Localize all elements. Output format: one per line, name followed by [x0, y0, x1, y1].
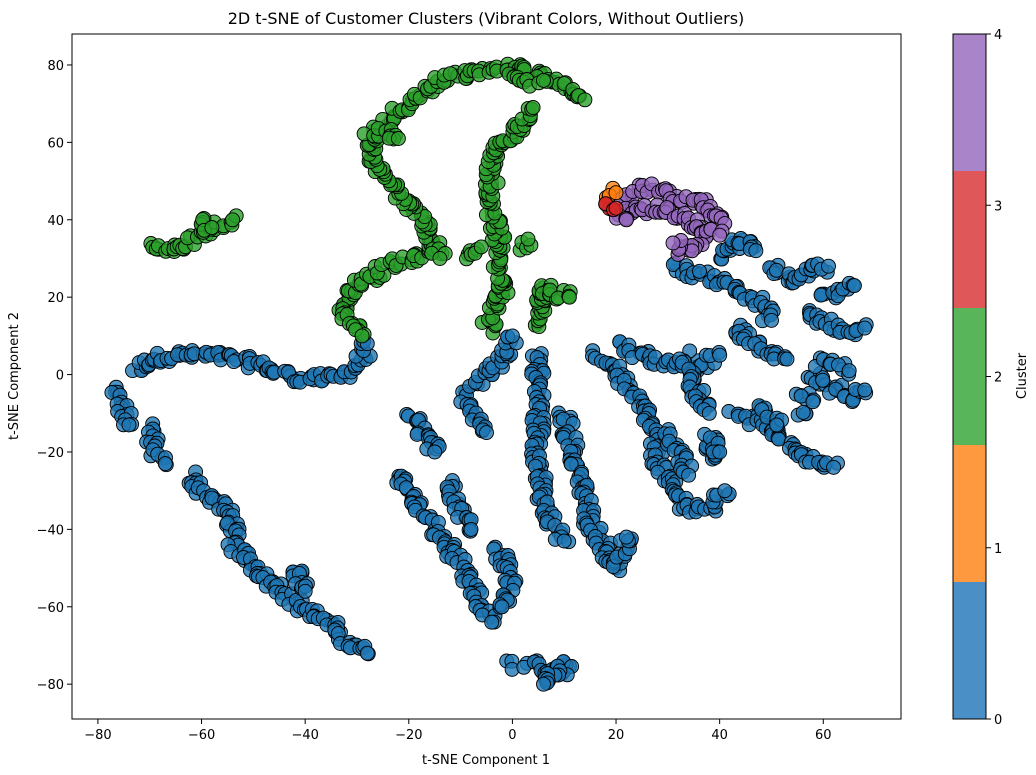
- axes-border: [71, 33, 902, 720]
- colorbar-tick-label: 3: [994, 199, 1002, 214]
- cluster-4-points: [604, 176, 733, 262]
- scatter-point: [121, 417, 137, 433]
- y-tick-label: −40: [37, 523, 64, 538]
- scatter-point: [427, 444, 443, 460]
- scatter-point: [659, 200, 675, 216]
- y-tick-label: −80: [37, 678, 64, 693]
- colorbar-segment: [953, 308, 986, 445]
- scatter-point: [618, 212, 634, 228]
- scatter-point: [857, 320, 873, 336]
- scatter-point: [701, 405, 717, 421]
- chart-title: 2D t-SNE of Customer Clusters (Vibrant C…: [228, 9, 745, 28]
- scatter-point: [563, 456, 579, 472]
- y-axis: −80 −60 −40 −20 0 20 40 60 80: [37, 59, 72, 693]
- y-tick-label: 20: [47, 291, 64, 306]
- scatter-point: [525, 100, 541, 115]
- scatter-point: [717, 483, 733, 499]
- y-tick-label: −60: [37, 601, 64, 616]
- scatter-point: [748, 243, 764, 259]
- x-tick-label: −40: [291, 728, 318, 743]
- scatter-point: [354, 328, 370, 344]
- scatter-point: [681, 467, 697, 483]
- scatter-point: [608, 200, 624, 216]
- scatter-point: [504, 328, 520, 344]
- scatter-point: [484, 614, 500, 630]
- scatter-point: [297, 583, 313, 599]
- scatter-point: [779, 351, 795, 367]
- scatter-point: [769, 262, 784, 278]
- y-axis-label: t-SNE Component 2: [7, 312, 22, 440]
- x-tick-label: −80: [84, 728, 111, 743]
- x-tick-label: 0: [508, 728, 516, 743]
- scatter-points: [104, 56, 874, 692]
- x-tick-label: 20: [608, 728, 625, 743]
- scatter-point: [815, 372, 831, 388]
- scatter-point: [618, 529, 634, 545]
- scatter-point: [805, 394, 821, 410]
- plot-area: −80 −60 −40 −20 0 20 40 60 −80 −60 −40 −20 0 20 40 60 8…: [37, 33, 902, 743]
- scatter-point: [764, 312, 779, 328]
- scatter-point: [712, 444, 728, 460]
- scatter-point: [463, 521, 479, 537]
- scatter-point: [826, 459, 842, 475]
- scatter-point: [432, 251, 448, 266]
- y-tick-label: 40: [47, 214, 64, 229]
- scatter-point: [556, 533, 572, 549]
- y-tick-label: 80: [47, 59, 64, 74]
- x-axis: −80 −60 −40 −20 0 20 40 60: [84, 719, 832, 743]
- colorbar-tick-label: 0: [994, 713, 1002, 728]
- y-tick-label: 0: [56, 369, 64, 384]
- colorbar-tick-label: 2: [994, 371, 1002, 386]
- scatter-point: [846, 278, 862, 294]
- scatter-point: [473, 239, 489, 255]
- scatter-point: [857, 382, 873, 398]
- scatter-point: [479, 425, 494, 441]
- x-tick-label: 60: [815, 728, 832, 743]
- x-axis-label: t-SNE Component 1: [422, 753, 550, 768]
- scatter-point: [665, 235, 681, 251]
- scatter-point: [712, 347, 728, 363]
- scatter-point: [608, 185, 624, 201]
- scatter-point: [577, 92, 593, 108]
- scatter-point: [157, 456, 173, 472]
- scatter-point: [841, 363, 857, 379]
- scatter-point: [561, 289, 577, 305]
- scatter-point: [795, 404, 811, 420]
- cluster-2-points: [143, 56, 593, 344]
- colorbar-label: Cluster: [1015, 352, 1030, 399]
- scatter-point: [536, 72, 551, 88]
- colorbar-segment: [953, 445, 986, 582]
- colorbar-segment: [953, 171, 986, 308]
- scatter-point: [692, 263, 707, 279]
- colorbar-tick-label: 4: [994, 28, 1002, 43]
- colorbar: 0 1 2 3 4: [952, 28, 1002, 728]
- x-tick-label: −20: [395, 728, 422, 743]
- colorbar-tick-label: 1: [994, 542, 1002, 557]
- scatter-point: [494, 599, 510, 615]
- scatter-point: [204, 220, 220, 235]
- y-tick-label: 60: [47, 136, 64, 151]
- colorbar-segment: [953, 34, 986, 171]
- scatter-point: [520, 231, 536, 247]
- scatter-point: [769, 417, 785, 433]
- cluster-3-points: [598, 196, 624, 218]
- scatter-point: [712, 227, 728, 243]
- scatter-point: [442, 66, 458, 82]
- scatter-point: [225, 212, 241, 228]
- cluster-0-points: [104, 231, 874, 692]
- x-tick-label: −60: [188, 728, 215, 743]
- scatter-point: [359, 645, 375, 661]
- scatter-point: [390, 131, 406, 146]
- y-tick-label: −20: [37, 446, 64, 461]
- colorbar-segment: [953, 582, 986, 719]
- x-tick-label: 40: [711, 728, 728, 743]
- scatter-point: [536, 676, 551, 692]
- scatter-point: [821, 258, 836, 274]
